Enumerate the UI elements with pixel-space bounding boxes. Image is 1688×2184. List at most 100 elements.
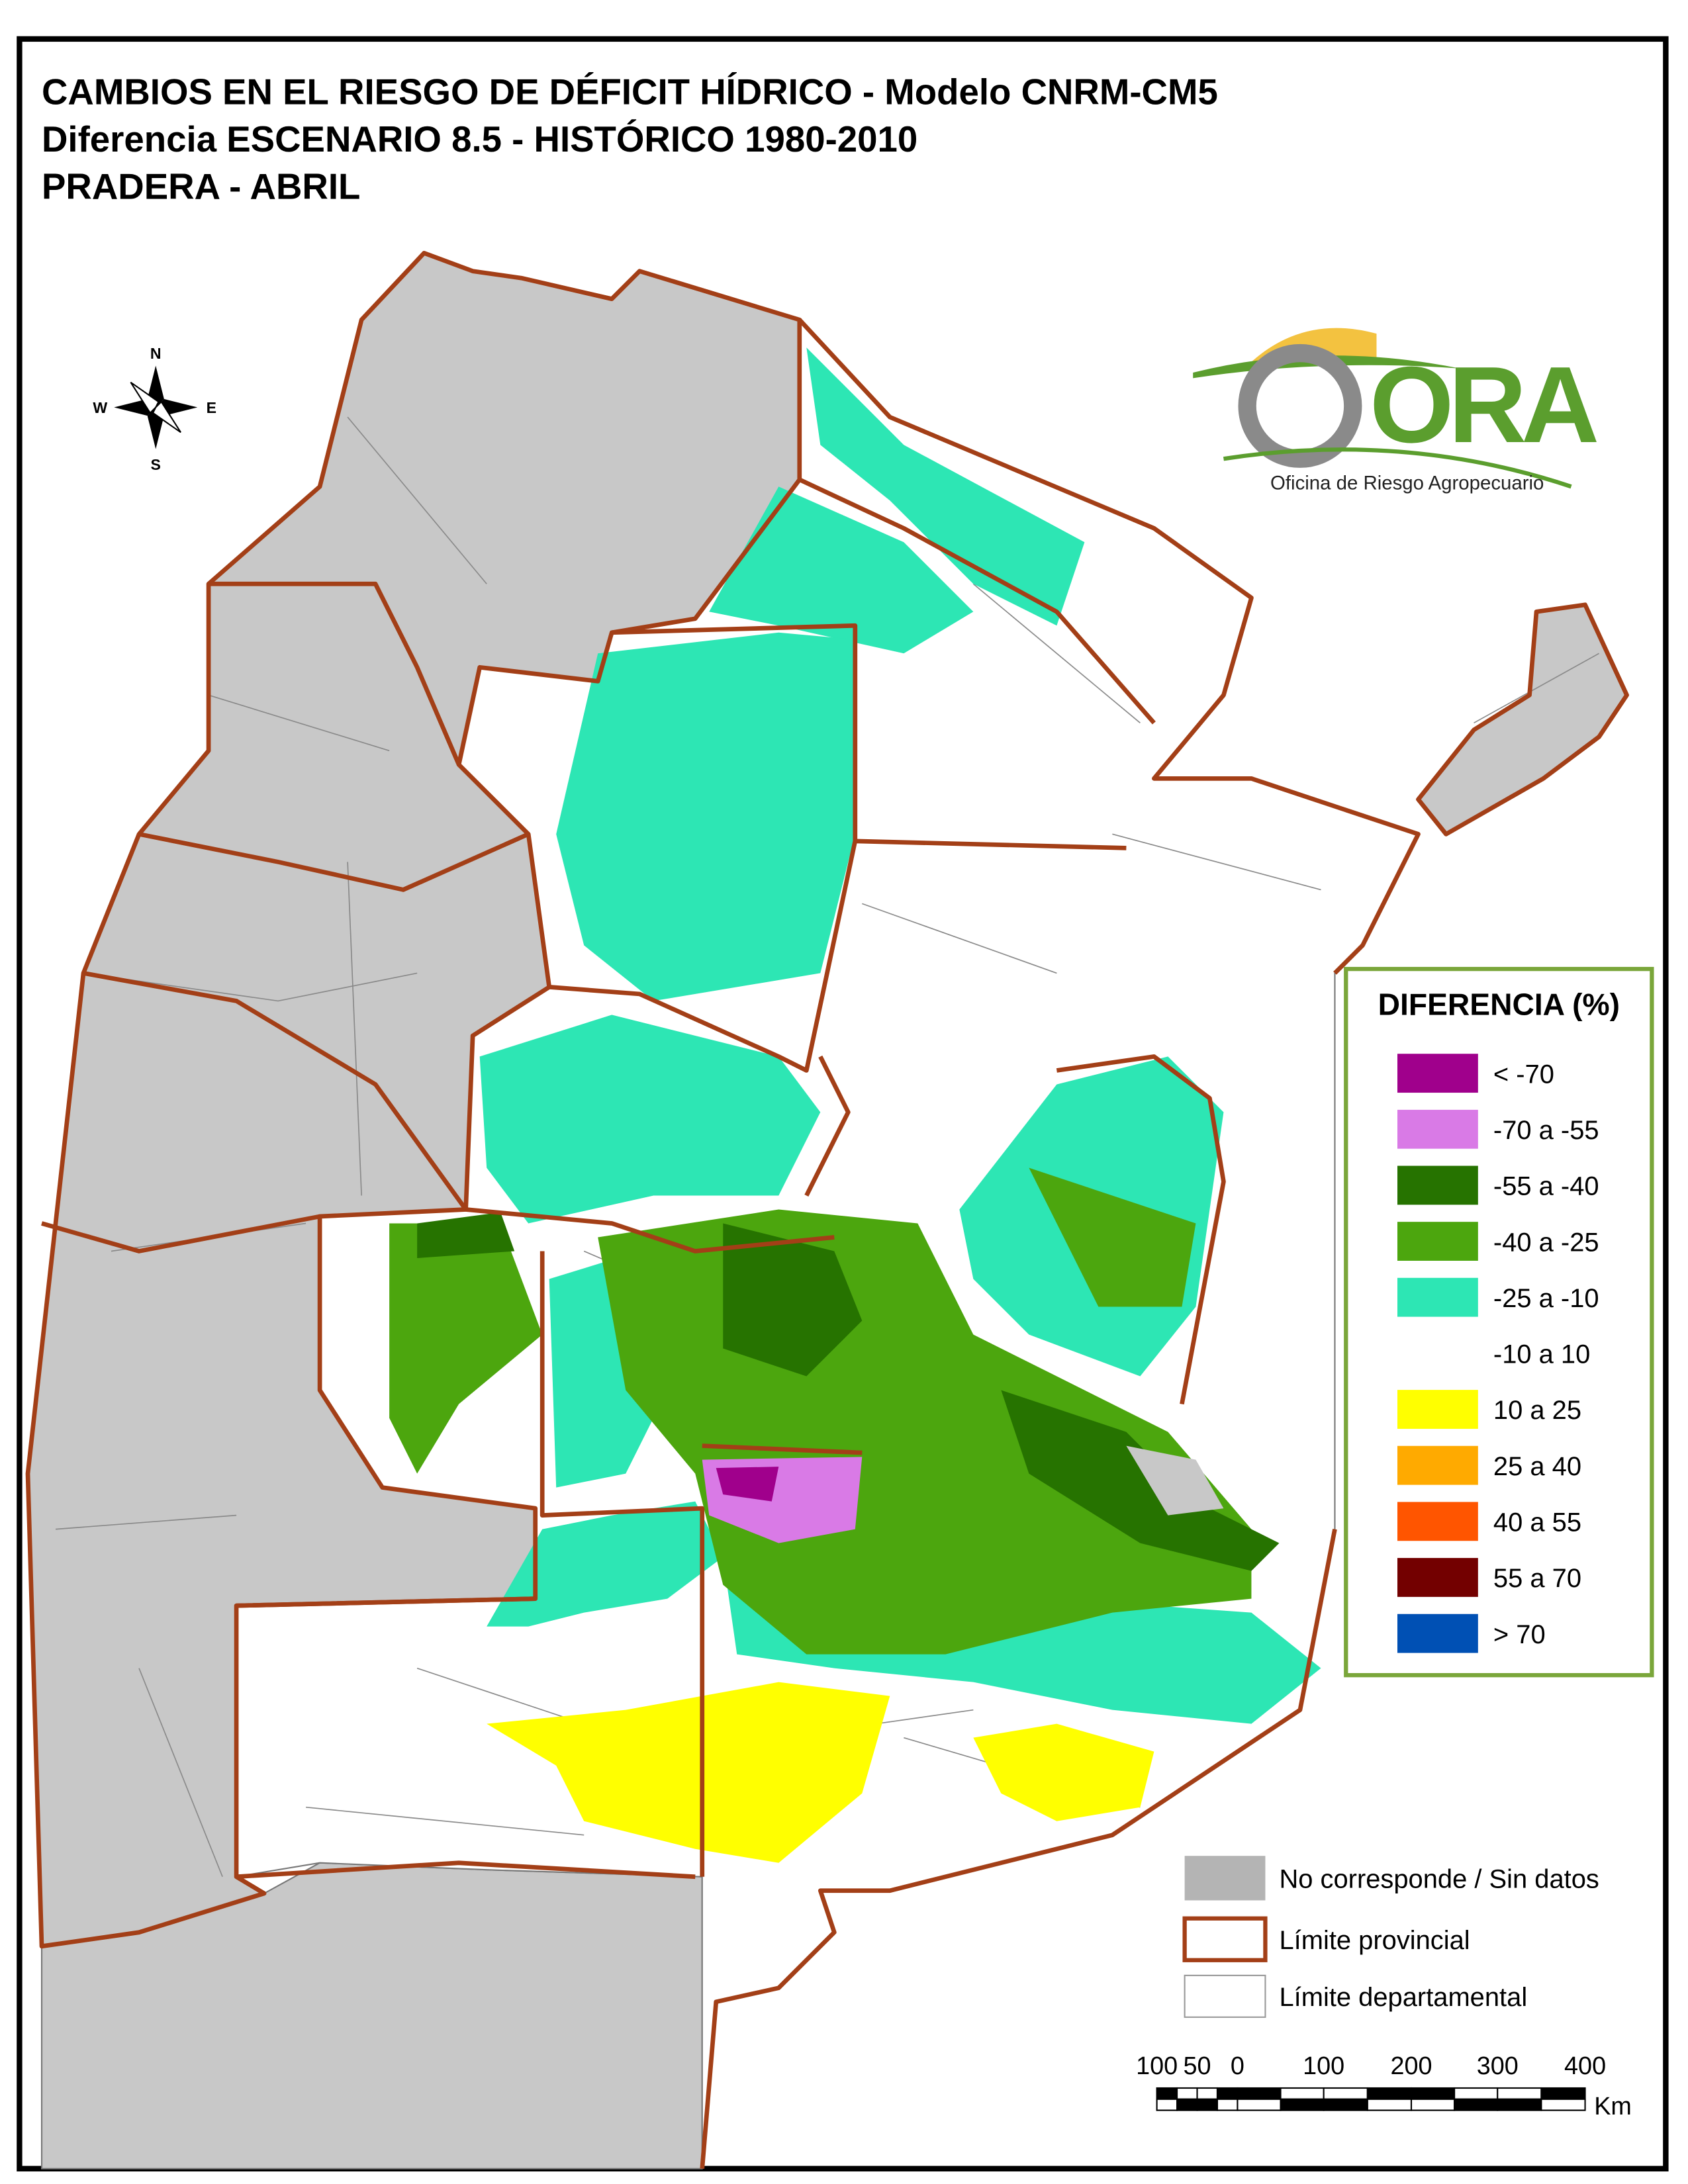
scale-segment bbox=[1323, 2087, 1368, 2100]
scale-segment bbox=[1216, 2098, 1239, 2111]
scale-segment bbox=[1454, 2098, 1499, 2111]
scale-segment bbox=[1176, 2087, 1198, 2100]
legend: DIFERENCIA (%) < -70 -70 a -55 -55 a -40 -4… bbox=[1344, 966, 1654, 1678]
scale-label: 200 bbox=[1390, 2052, 1432, 2080]
scale-segment bbox=[1497, 2098, 1542, 2111]
map-shape bbox=[723, 1223, 863, 1377]
scale-segment bbox=[1280, 2087, 1325, 2100]
scale-label: 50 bbox=[1184, 2052, 1211, 2080]
map-shape bbox=[973, 1723, 1154, 1821]
scale-segment bbox=[1196, 2098, 1219, 2111]
legend-label: > 70 bbox=[1493, 1620, 1546, 1649]
legend-swatch bbox=[1397, 1109, 1478, 1149]
map-shape bbox=[417, 1212, 515, 1259]
scale-unit: Km bbox=[1594, 2093, 1632, 2120]
compass-label: W bbox=[93, 399, 107, 416]
scale-label: 0 bbox=[1231, 2052, 1244, 2080]
scale-segment bbox=[1237, 2098, 1282, 2111]
legend-label: 25 a 40 bbox=[1493, 1452, 1581, 1481]
map-shape bbox=[716, 1467, 779, 1502]
legend-swatch bbox=[1397, 1277, 1478, 1317]
legend-label: 10 a 25 bbox=[1493, 1396, 1581, 1425]
legend-swatch bbox=[1397, 1222, 1478, 1261]
scale-label: 100 bbox=[1136, 2052, 1178, 2080]
map-shape bbox=[41, 581, 696, 1880]
map-shape bbox=[556, 632, 855, 1001]
scale-segment bbox=[1540, 2098, 1586, 2111]
logo-text: ORA bbox=[1370, 344, 1597, 465]
legend-title: DIFERENCIA (%) bbox=[1378, 987, 1620, 1021]
title-line: CAMBIOS EN EL RIESGO DE DÉFICIT HÍDRICO … bbox=[42, 71, 1218, 113]
legend-label: -70 a -55 bbox=[1493, 1116, 1599, 1145]
scale-segment bbox=[1280, 2098, 1325, 2111]
logo: ORA Oficina de Riesgo Agropecuario bbox=[1193, 328, 1602, 494]
classes bbox=[389, 347, 1321, 1863]
province-boundaries bbox=[25, 250, 1629, 2169]
scale-segment bbox=[1410, 2087, 1456, 2100]
scale-segment bbox=[1366, 2098, 1413, 2111]
legend-label: < -70 bbox=[1493, 1060, 1554, 1089]
reference-label: Límite provincial bbox=[1279, 1926, 1470, 1955]
scale-segment bbox=[1410, 2098, 1456, 2111]
map-shape bbox=[806, 347, 1085, 626]
map-shape bbox=[236, 477, 1226, 1877]
scale-label: 100 bbox=[1303, 2052, 1344, 2080]
scale-segment bbox=[1156, 2098, 1178, 2111]
map-shape bbox=[1223, 447, 1572, 489]
map-shape bbox=[1001, 1390, 1280, 1571]
north-arrow: N W E S bbox=[93, 345, 216, 473]
legend-swatch bbox=[1397, 1165, 1478, 1205]
map-shape bbox=[1182, 1916, 1268, 1962]
title-block: CAMBIOS EN EL RIESGO DE DÉFICIT HÍDRICO … bbox=[42, 71, 1218, 207]
reference-legend: No corresponde / Sin datos Límite provinc… bbox=[1182, 1856, 1599, 2018]
compass-label: E bbox=[207, 399, 216, 416]
scale-segment bbox=[1176, 2098, 1198, 2111]
scale-segment bbox=[1196, 2087, 1219, 2100]
scale-segment bbox=[1323, 2098, 1368, 2111]
compass-label: S bbox=[151, 456, 161, 473]
map-shape bbox=[709, 486, 974, 654]
scale-segment bbox=[1237, 2087, 1282, 2100]
logo-subtitle: Oficina de Riesgo Agropecuario bbox=[1270, 472, 1544, 494]
legend-swatch bbox=[1397, 1502, 1478, 1541]
map-shape bbox=[152, 400, 181, 433]
map-shape bbox=[1029, 1167, 1196, 1307]
map-shape bbox=[25, 250, 802, 1949]
map-shape bbox=[389, 1223, 543, 1474]
legend-label: 40 a 55 bbox=[1493, 1508, 1581, 1537]
legend-label: -10 a 10 bbox=[1493, 1340, 1590, 1369]
legend-swatch bbox=[1397, 1054, 1478, 1093]
scale-label: 400 bbox=[1564, 2052, 1606, 2080]
map-shape bbox=[487, 1682, 890, 1863]
legend-label: -55 a -40 bbox=[1493, 1172, 1599, 1201]
map-shape bbox=[479, 1015, 821, 1224]
legend-swatch bbox=[1397, 1390, 1478, 1429]
legend-label: -25 a -10 bbox=[1493, 1284, 1599, 1313]
scale-segment bbox=[1366, 2087, 1413, 2100]
reference-label: Límite departamental bbox=[1279, 1983, 1527, 2012]
compass-label: N bbox=[150, 345, 162, 362]
scale-segment bbox=[1497, 2087, 1542, 2100]
map-shape bbox=[1184, 1856, 1266, 1901]
map-shape bbox=[1184, 1974, 1266, 2018]
scale-segment bbox=[1454, 2087, 1499, 2100]
legend-swatch bbox=[1397, 1558, 1478, 1597]
scale-segment bbox=[1216, 2087, 1239, 2100]
reference-label: No corresponde / Sin datos bbox=[1279, 1865, 1599, 1894]
map-shape bbox=[700, 318, 1421, 2169]
map-shape bbox=[1126, 1445, 1224, 1516]
legend-label: -40 a -25 bbox=[1493, 1228, 1599, 1257]
scale-segment bbox=[1156, 2087, 1178, 2100]
legend-label: 55 a 70 bbox=[1493, 1564, 1581, 1593]
scale-segment bbox=[1540, 2087, 1586, 2100]
legend-swatch bbox=[1397, 1614, 1478, 1653]
title-line: Diferencia ESCENARIO 8.5 - HISTÓRICO 198… bbox=[42, 118, 917, 159]
legend-swatch bbox=[1397, 1445, 1478, 1485]
map-shape bbox=[1416, 602, 1629, 837]
map-shape bbox=[1238, 343, 1362, 468]
scale-label: 300 bbox=[1477, 2052, 1519, 2080]
